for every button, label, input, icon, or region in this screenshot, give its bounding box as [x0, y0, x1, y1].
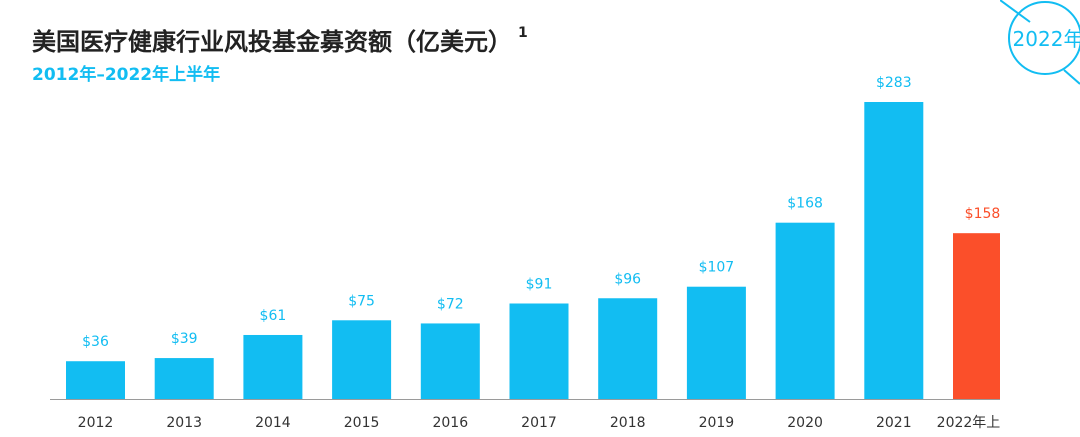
x-tick-label-2017: 2017 — [521, 415, 557, 431]
bar-2021 — [864, 102, 924, 399]
chart-title: 美国医疗健康行业风投基金募资额（亿美元） 1 — [32, 22, 528, 57]
x-tick-label-2019: 2019 — [699, 415, 735, 431]
chart-subtitle: 2012年–2022年上半年 — [32, 65, 221, 85]
bar-2012 — [66, 361, 125, 399]
bar-2017 — [509, 303, 569, 399]
data-label-2013: $39 — [171, 331, 198, 347]
x-tick-label-2014: 2014 — [255, 415, 291, 431]
x-tick-label-2013: 2013 — [166, 415, 202, 431]
data-label-2014: $61 — [260, 308, 287, 324]
chart-title-text: 美国医疗健康行业风投基金募资额（亿美元） — [32, 28, 512, 56]
data-label-2016: $72 — [437, 296, 464, 312]
x-tick-label-2018: 2018 — [610, 415, 646, 431]
data-label-2019: $107 — [699, 260, 735, 276]
year-badge: 2022年 — [1000, 0, 1080, 85]
data-label-2020: $168 — [787, 196, 823, 212]
bar-2015 — [332, 320, 392, 399]
data-label-2015: $75 — [348, 293, 375, 309]
bar-2018 — [598, 298, 658, 399]
bar-2014 — [243, 334, 303, 399]
x-tick-label-2020: 2020 — [787, 415, 823, 431]
x-tick-label-2015: 2015 — [344, 415, 380, 431]
x-tick-label-2016: 2016 — [432, 415, 468, 431]
data-label-2022年上半年: $158 — [965, 206, 1000, 222]
x-tick-label-2021: 2021 — [876, 415, 912, 431]
x-tick-label-2012: 2012 — [78, 415, 114, 431]
bar-chart: $36 2012 $39 2013 $61 2014 $75 2015 $72 2016 $91 20… — [50, 75, 1000, 431]
data-label-2017: $91 — [526, 276, 553, 292]
year-badge-label: 2022年 — [1013, 27, 1080, 51]
bar-2019 — [686, 286, 746, 399]
bar-2020 — [775, 222, 835, 399]
x-tick-label-2022年上半年: 2022年上半年 — [937, 415, 1000, 431]
bar-2022年上半年 — [953, 233, 1000, 399]
data-label-2012: $36 — [82, 334, 109, 350]
data-label-2018: $96 — [614, 271, 641, 287]
data-label-2021: $283 — [876, 75, 912, 91]
bar-2013 — [154, 358, 214, 399]
title-footnote: 1 — [518, 25, 528, 41]
bar-2016 — [420, 323, 480, 399]
